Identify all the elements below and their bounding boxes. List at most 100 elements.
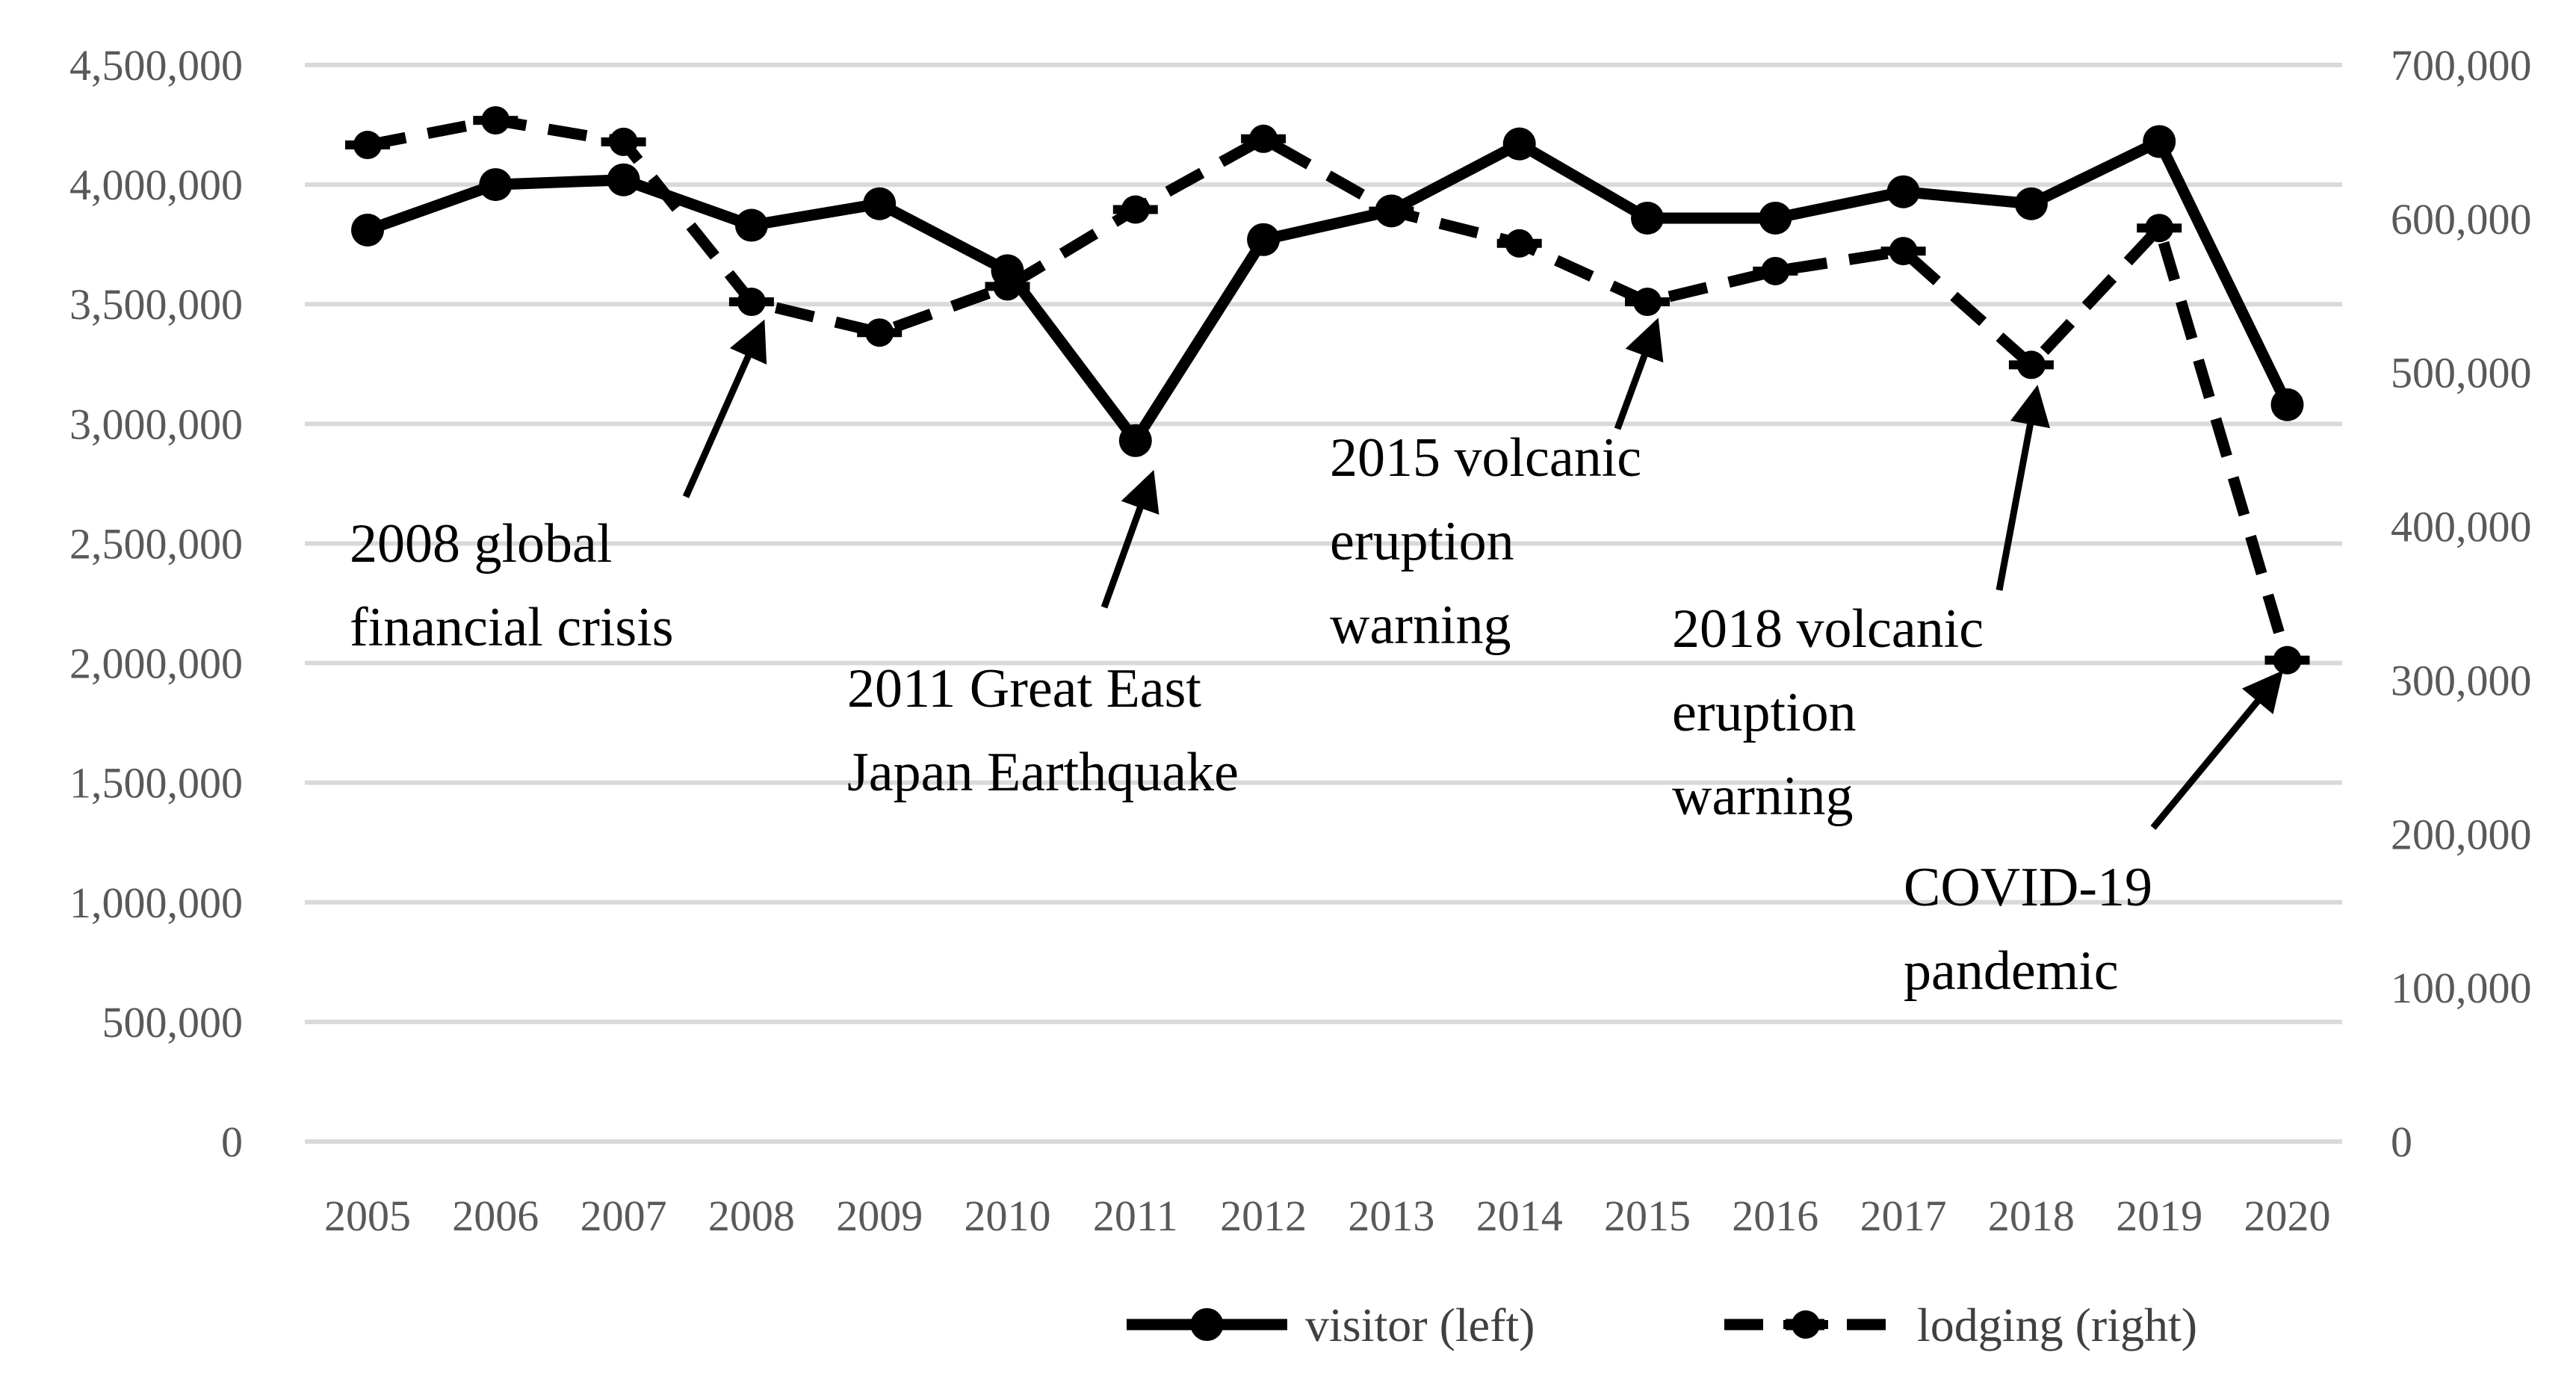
- annotation-arrow: [682, 319, 767, 498]
- annotation-2011: 2011 Great East Japan Earthquake: [847, 470, 1239, 803]
- lodging-marker: [728, 288, 774, 317]
- left-tick-label: 1,500,000: [69, 759, 243, 808]
- annotation-2008: 2008 global financial crisis: [350, 319, 767, 658]
- annotation-text: COVID-19 pandemic: [1904, 857, 2152, 1002]
- x-tick-label: 2011: [1093, 1192, 1178, 1240]
- x-tick-label: 2006: [452, 1192, 539, 1240]
- annotation-2015: 2015 volcanic eruption warning: [1330, 318, 1664, 656]
- left-tick-label: 4,500,000: [69, 41, 243, 90]
- lodging-marker: [1880, 237, 1926, 266]
- legend-label: visitor (left): [1305, 1298, 1535, 1351]
- right-tick-label: 200,000: [2391, 810, 2532, 858]
- lodging-marker: [1496, 229, 1542, 258]
- left-tick-label: 3,500,000: [69, 280, 243, 329]
- series: [345, 106, 2310, 675]
- right-axis: 0 100,000 200,000 300,000 400,000 500,000 600,…: [2391, 41, 2532, 1166]
- lodging-marker: [2137, 214, 2182, 243]
- series-lodging: [345, 106, 2310, 675]
- annotations: 2008 global financial crisis 2011 Great Ea…: [350, 318, 2284, 1002]
- lodging-marker: [2008, 350, 2054, 380]
- x-tick-label: 2007: [580, 1192, 667, 1240]
- right-tick-label: 600,000: [2391, 195, 2532, 244]
- annotation-line: pandemic: [1904, 941, 2119, 1002]
- annotation-line: 2018 volcanic: [1672, 598, 1984, 660]
- right-tick-label: 400,000: [2391, 503, 2532, 551]
- lodging-line: [366, 114, 2293, 662]
- annotation-line: 2015 volcanic: [1330, 427, 1641, 489]
- x-tick-label: 2009: [836, 1192, 923, 1240]
- visitor-marker: [607, 163, 640, 196]
- annotation-text: 2008 global financial crisis: [350, 513, 674, 658]
- left-tick-label: 3,000,000: [69, 400, 243, 448]
- left-tick-label: 4,000,000: [69, 161, 243, 209]
- lodging-marker: [1753, 256, 1798, 285]
- legend-label: lodging (right): [1917, 1298, 2197, 1351]
- visitor-line: [365, 135, 2293, 447]
- x-tick-label: 2010: [965, 1192, 1051, 1240]
- x-tick-label: 2015: [1604, 1192, 1691, 1240]
- annotation-arrow: [1100, 470, 1159, 609]
- lodging-marker: [985, 272, 1030, 301]
- visitor-marker: [863, 187, 897, 220]
- left-tick-label: 0: [221, 1118, 243, 1166]
- right-tick-label: 100,000: [2391, 964, 2532, 1012]
- legend-item-lodging: lodging (right): [1724, 1298, 2197, 1351]
- annotation-2018: 2018 volcanic eruption warning: [1672, 385, 2050, 827]
- visitor-marker: [734, 208, 768, 242]
- x-tick-label: 2017: [1860, 1192, 1947, 1240]
- visitor-marker: [1502, 127, 1536, 161]
- left-tick-label: 500,000: [102, 998, 244, 1047]
- annotation-line: warning: [1672, 766, 1854, 827]
- x-tick-label: 2018: [1988, 1192, 2075, 1240]
- legend-item-visitor: visitor (left): [1127, 1298, 1535, 1351]
- lodging-marker: [601, 127, 646, 156]
- left-tick-label: 2,000,000: [69, 639, 243, 688]
- annotation-line: eruption: [1330, 511, 1514, 572]
- visitor-marker: [1759, 201, 1792, 235]
- lodging-marker: [345, 131, 390, 160]
- lodging-marker: [1241, 124, 1287, 153]
- x-tick-label: 2014: [1476, 1192, 1563, 1240]
- left-tick-label: 2,500,000: [69, 519, 243, 568]
- right-tick-label: 300,000: [2391, 656, 2532, 704]
- annotation-line: warning: [1330, 595, 1511, 656]
- annotation-text: 2011 Great East Japan Earthquake: [847, 658, 1239, 803]
- visitor-marker: [1631, 201, 1664, 235]
- left-tick-label: 1,000,000: [69, 879, 243, 927]
- lodging-marker: [473, 106, 518, 135]
- visitor-marker: [351, 213, 384, 247]
- x-tick-label: 2008: [708, 1192, 795, 1240]
- right-tick-label: 700,000: [2391, 41, 2532, 90]
- visitor-marker: [2143, 125, 2176, 158]
- annotation-line: financial crisis: [350, 597, 674, 658]
- x-tick-label: 2016: [1732, 1192, 1818, 1240]
- x-tick-label: 2013: [1348, 1192, 1434, 1240]
- visitor-marker: [2014, 187, 2048, 220]
- annotation-line: COVID-19: [1904, 857, 2152, 918]
- series-visitor: [351, 125, 2304, 457]
- visitor-marker: [2270, 388, 2304, 421]
- legend-swatch-marker: [1190, 1308, 1224, 1341]
- right-tick-label: 500,000: [2391, 349, 2532, 397]
- gridlines: [305, 63, 2342, 1144]
- annotation-line: Japan Earthquake: [847, 742, 1239, 803]
- annotation-text: 2015 volcanic eruption warning: [1330, 427, 1641, 656]
- annotation-line: eruption: [1672, 682, 1857, 743]
- annotation-line: 2008 global: [350, 513, 612, 574]
- annotation-arrow: [1614, 318, 1664, 430]
- x-tick-label: 2005: [324, 1192, 411, 1240]
- visitor-marker: [1118, 424, 1152, 457]
- x-tick-label: 2019: [2116, 1192, 2202, 1240]
- x-axis: 2005 2006 2007 2008 2009 2010 2011 2012 2013 2014…: [324, 1192, 2331, 1240]
- lodging-marker: [1112, 195, 1158, 224]
- right-tick-label: 0: [2391, 1118, 2412, 1166]
- annotation-line: 2011 Great East: [847, 658, 1201, 719]
- annotation-2020: COVID-19 pandemic: [1904, 670, 2284, 1002]
- x-tick-label: 2012: [1220, 1192, 1307, 1240]
- visitor-marker: [1886, 175, 1920, 208]
- lodging-marker: [2264, 645, 2310, 675]
- legend: visitor (left) lodging (right): [1127, 1298, 2197, 1351]
- left-axis: 0 500,000 1,000,000 1,500,000 2,000,000 2,500…: [69, 41, 243, 1166]
- lodging-marker: [1369, 196, 1414, 226]
